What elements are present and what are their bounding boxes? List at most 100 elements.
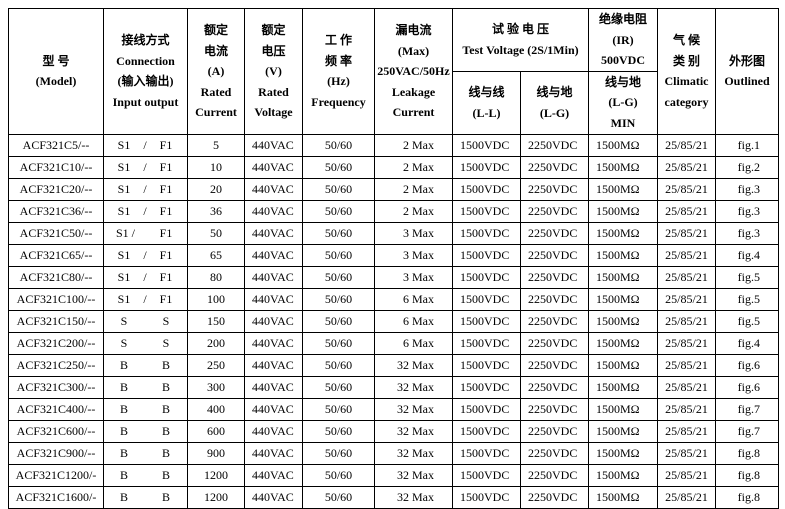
leakage-cell: 3 Max <box>374 221 453 245</box>
model-cell: ACF321C300/-- <box>8 375 104 399</box>
test-ll-cell: 1500VDC <box>452 485 521 509</box>
connection-sep: / <box>143 291 147 306</box>
climatic-cell: 25/85/21 <box>657 463 717 487</box>
outline-cell: fig.8 <box>715 441 780 465</box>
header-model: 型 号 (Model) <box>8 8 104 135</box>
table-row: ACF321C65/-- S1 / F1 65 440VAC 50/60 3 Max 1500V… <box>8 243 780 267</box>
table-row: ACF321C1600/- B B 1200 440VAC 50/60 32 Max 1500… <box>8 485 780 509</box>
header-line: (L-G) <box>608 95 638 110</box>
connection-in: B <box>119 401 128 416</box>
test-lg-cell: 2250VDC <box>519 397 590 421</box>
header-line: (Hz) <box>327 74 350 89</box>
header-line: category <box>664 94 709 109</box>
leakage-cell: 6 Max <box>374 287 453 311</box>
connection-sep <box>137 377 153 398</box>
connection-in: B <box>119 423 128 438</box>
test-ll-cell: 1500VDC <box>452 133 521 157</box>
model-cell: ACF321C900/-- <box>8 441 104 465</box>
rated-current-cell: 400 <box>187 397 245 421</box>
spec-table: 型 号 (Model) 接线方式 Connection (输入输出) Input out… <box>8 8 780 509</box>
connection-out: S <box>162 335 170 350</box>
connection-in: B <box>119 445 128 460</box>
header-test-voltage: 试 验 电 压 Test Voltage (2S/1Min) <box>451 8 590 72</box>
frequency-cell: 50/60 <box>302 397 375 421</box>
leakage-cell: 32 Max <box>374 485 453 509</box>
model-cell: ACF321C100/-- <box>8 287 104 311</box>
header-line: (L-L) <box>472 105 501 120</box>
connection-out: B <box>161 423 170 438</box>
test-ll-cell: 1500VDC <box>452 221 521 245</box>
outline-cell: fig.6 <box>715 353 780 377</box>
rated-voltage-cell: 440VAC <box>244 419 303 443</box>
connection-in: S1 <box>117 137 131 152</box>
rated-current-cell: 300 <box>187 375 245 399</box>
outline-cell: fig.3 <box>715 221 780 245</box>
rated-voltage-cell: 440VAC <box>244 243 303 267</box>
test-ll-cell: 1500VDC <box>452 331 521 355</box>
connection-out: B <box>161 489 170 504</box>
header-line: (输入输出) <box>117 74 174 89</box>
rated-voltage-cell: 440VAC <box>244 177 303 201</box>
header-leakage-current: 漏电流 (Max) 250VAC/50Hz Leakage Current <box>374 8 453 135</box>
header-line: 频 率 <box>324 53 352 68</box>
insulation-cell: 1500MΩ <box>588 331 659 355</box>
frequency-cell: 50/60 <box>302 199 375 223</box>
connection-sep: / <box>143 203 147 218</box>
table-row: ACF321C200/-- S S 200 440VAC 50/60 6 Max 1500VD… <box>8 331 780 355</box>
rated-current-cell: 1200 <box>187 463 245 487</box>
header-line: Current <box>392 105 435 119</box>
rated-voltage-cell: 440VAC <box>244 375 303 399</box>
connection-in: B <box>119 357 128 372</box>
connection-out: F1 <box>159 181 173 196</box>
climatic-cell: 25/85/21 <box>657 221 717 245</box>
connection-in: S1 / <box>116 225 136 240</box>
leakage-cell: 2 Max <box>374 155 453 179</box>
header-line: (IR) <box>612 32 634 47</box>
header-line: Voltage <box>254 105 293 119</box>
insulation-cell: 1500MΩ <box>588 243 659 267</box>
connection-in: S1 <box>117 247 131 262</box>
header-line: (A) <box>207 64 225 78</box>
rated-current-cell: 20 <box>187 177 245 201</box>
leakage-cell: 2 Max <box>374 177 453 201</box>
rated-current-cell: 200 <box>187 331 245 355</box>
model-cell: ACF321C80/-- <box>8 265 104 289</box>
rated-voltage-cell: 440VAC <box>244 309 303 333</box>
header-test-lg: 线与地 (L-G) <box>519 70 590 135</box>
insulation-cell: 1500MΩ <box>588 463 659 487</box>
connection-cell: S1 / F1 <box>103 287 188 311</box>
test-ll-cell: 1500VDC <box>452 353 521 377</box>
frequency-cell: 50/60 <box>302 463 375 487</box>
outline-cell: fig.3 <box>715 199 780 223</box>
header-line: 类 别 <box>673 53 701 68</box>
leakage-cell: 32 Max <box>374 463 453 487</box>
climatic-cell: 25/85/21 <box>657 177 717 201</box>
table-row: ACF321C300/-- B B 300 440VAC 50/60 32 Max 1500V… <box>8 375 780 399</box>
connection-sep <box>137 465 153 486</box>
header-test-ll: 线与线 (L-L) <box>452 70 521 135</box>
outline-cell: fig.5 <box>715 309 780 333</box>
connection-cell: S1 / F1 <box>103 133 188 157</box>
insulation-cell: 1500MΩ <box>588 375 659 399</box>
connection-sep <box>139 223 155 244</box>
rated-current-cell: 900 <box>187 441 245 465</box>
frequency-cell: 50/60 <box>302 243 375 267</box>
rated-voltage-cell: 440VAC <box>244 265 303 289</box>
connection-sep: / <box>143 269 147 284</box>
test-ll-cell: 1500VDC <box>452 199 521 223</box>
model-cell: ACF321C1200/- <box>8 463 104 487</box>
test-ll-cell: 1500VDC <box>452 397 521 421</box>
connection-in: S1 <box>117 203 131 218</box>
model-cell: ACF321C20/-- <box>8 177 104 201</box>
header-line: Frequency <box>311 94 366 109</box>
test-ll-cell: 1500VDC <box>452 243 521 267</box>
frequency-cell: 50/60 <box>302 419 375 443</box>
rated-current-cell: 250 <box>187 353 245 377</box>
frequency-cell: 50/60 <box>302 133 375 157</box>
frequency-cell: 50/60 <box>302 265 375 289</box>
header-line: Outlined <box>724 74 770 89</box>
table-row: ACF321C36/-- S1 / F1 36 440VAC 50/60 2 Max 1500V… <box>8 199 780 223</box>
header-line: Connection <box>116 53 175 68</box>
